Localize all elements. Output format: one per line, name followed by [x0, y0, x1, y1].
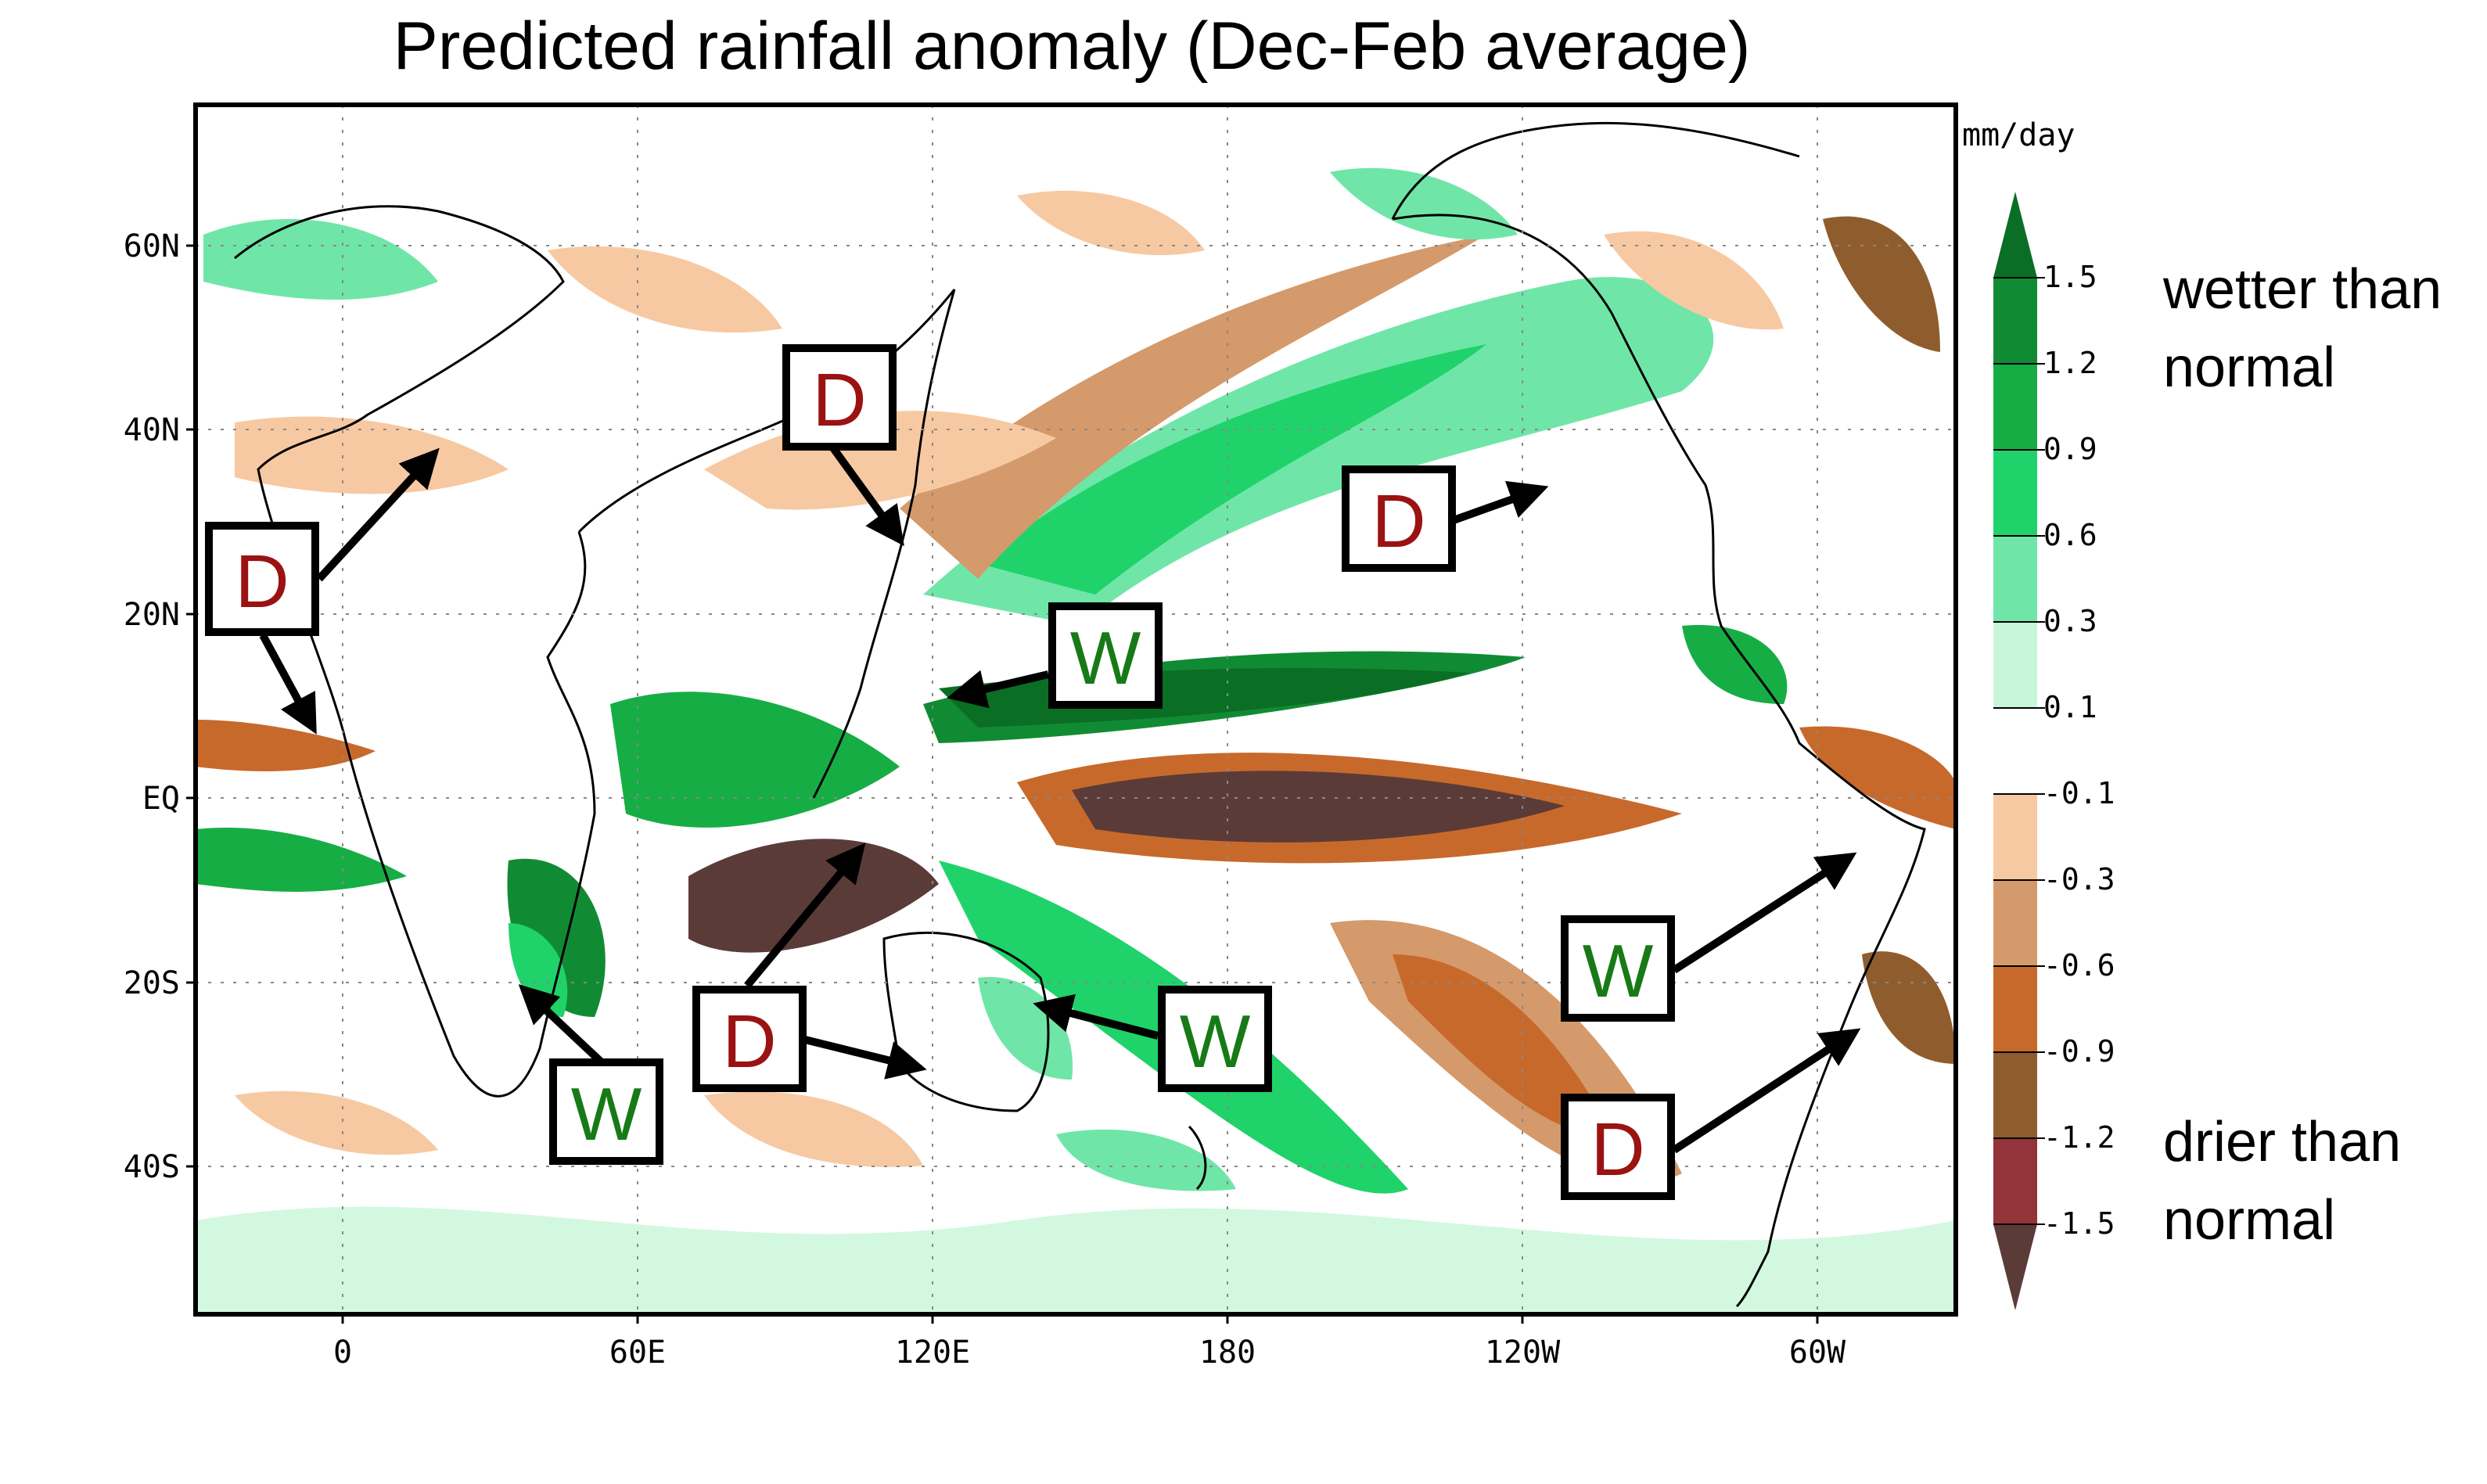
lon-label-60e: 60E: [609, 1335, 666, 1371]
colorbar-tick-label: -0.3: [2043, 862, 2115, 897]
colorbar: mm/day 1.5 1.2 0.9 0.6 0.3 0.1 -0.1 -0.3 -0.6 -0.…: [1962, 117, 2115, 1310]
map-title: Predicted rainfall anomaly (Dec-Feb aver…: [393, 9, 1751, 84]
latitude-axis: 60N 40N 20N EQ 20S 40S: [124, 228, 196, 1185]
colorbar-ticks: 1.5 1.2 0.9 0.6 0.3 0.1 -0.1 -0.3 -0.6 -0.9 -1.2 -1…: [1993, 260, 2115, 1241]
colorbar-tick-label: -0.1: [2043, 776, 2115, 810]
colorbar-tick-label: -1.5: [2043, 1206, 2115, 1241]
dry-marker-southwest-us: D: [1342, 465, 1456, 572]
longitude-axis: 0 60E 120E 180 120W 60W: [333, 1314, 1846, 1371]
colorbar-swatches: [1993, 192, 2037, 1310]
wet-marker-philippines: W: [1048, 602, 1163, 709]
map-frame: [193, 102, 1958, 1317]
svg-text:D: D: [1590, 1108, 1644, 1191]
colorbar-tick-label: 0.3: [2043, 604, 2097, 638]
svg-text:W: W: [1180, 1000, 1251, 1083]
colorbar-tick-label: 1.2: [2043, 346, 2097, 380]
colorbar-bottom-arrow: [1993, 1224, 2037, 1310]
lon-label-120w: 120W: [1485, 1335, 1561, 1371]
lat-label-40n: 40N: [124, 412, 180, 448]
lon-label-60w: 60W: [1789, 1335, 1846, 1371]
colorbar-tick-label: 0.6: [2043, 518, 2097, 552]
dry-marker-south-america: D: [1561, 1094, 1675, 1200]
colorbar-top-arrow: [1993, 192, 2037, 278]
wet-marker-east-australia: W: [1158, 986, 1272, 1092]
lat-label-20n: 20N: [124, 597, 180, 633]
svg-text:W: W: [1583, 929, 1654, 1013]
colorbar-tick-label: 0.9: [2043, 432, 2097, 466]
colorbar-swatch: [1993, 450, 2037, 536]
dry-marker-spain: D: [205, 522, 319, 636]
lat-label-20s: 20S: [124, 965, 180, 1001]
wet-marker-south-america: W: [1561, 915, 1675, 1022]
svg-text:D: D: [812, 358, 866, 442]
colorbar-tick-label: 1.5: [2043, 260, 2097, 294]
colorbar-tick-label: -1.2: [2043, 1120, 2115, 1155]
lat-label-60n: 60N: [124, 228, 180, 264]
colorbar-swatch: [1993, 622, 2037, 708]
dry-marker-east-asia: D: [782, 344, 897, 451]
annotation-boxes: D D D W D W W W: [205, 344, 1675, 1200]
lon-label-0: 0: [333, 1335, 352, 1371]
lon-label-180: 180: [1199, 1335, 1256, 1371]
colorbar-unit: mm/day: [1962, 117, 2075, 153]
wet-marker-southeast-africa: W: [549, 1058, 663, 1165]
anomaly-field: [196, 105, 1956, 1314]
annotation-arrows: [259, 444, 1861, 1154]
colorbar-tick-label: -0.9: [2043, 1034, 2115, 1069]
colorbar-swatch: [1993, 1138, 2037, 1224]
svg-text:D: D: [722, 1000, 776, 1083]
svg-text:D: D: [235, 540, 289, 623]
colorbar-swatch: [1993, 880, 2037, 966]
drier-label: drier than normal: [2163, 1111, 2402, 1252]
colorbar-swatch: [1993, 278, 2037, 364]
svg-text:D: D: [1371, 480, 1425, 563]
colorbar-swatch: [1993, 536, 2037, 622]
dry-marker-indian-ocean: D: [692, 986, 807, 1092]
colorbar-swatch: [1993, 708, 2037, 794]
colorbar-tick-label: -0.6: [2043, 948, 2115, 983]
lon-label-120e: 120E: [895, 1335, 970, 1371]
colorbar-swatch: [1993, 364, 2037, 450]
wetter-label: wetter than normal: [2163, 258, 2442, 399]
colorbar-swatch: [1993, 966, 2037, 1052]
svg-text:W: W: [571, 1073, 642, 1156]
colorbar-swatch: [1993, 1052, 2037, 1138]
colorbar-tick-label: 0.1: [2043, 690, 2097, 724]
lat-label-40s: 40S: [124, 1149, 180, 1185]
colorbar-swatch: [1993, 794, 2037, 880]
lat-label-eq: EQ: [142, 781, 180, 817]
svg-text:W: W: [1070, 616, 1141, 700]
